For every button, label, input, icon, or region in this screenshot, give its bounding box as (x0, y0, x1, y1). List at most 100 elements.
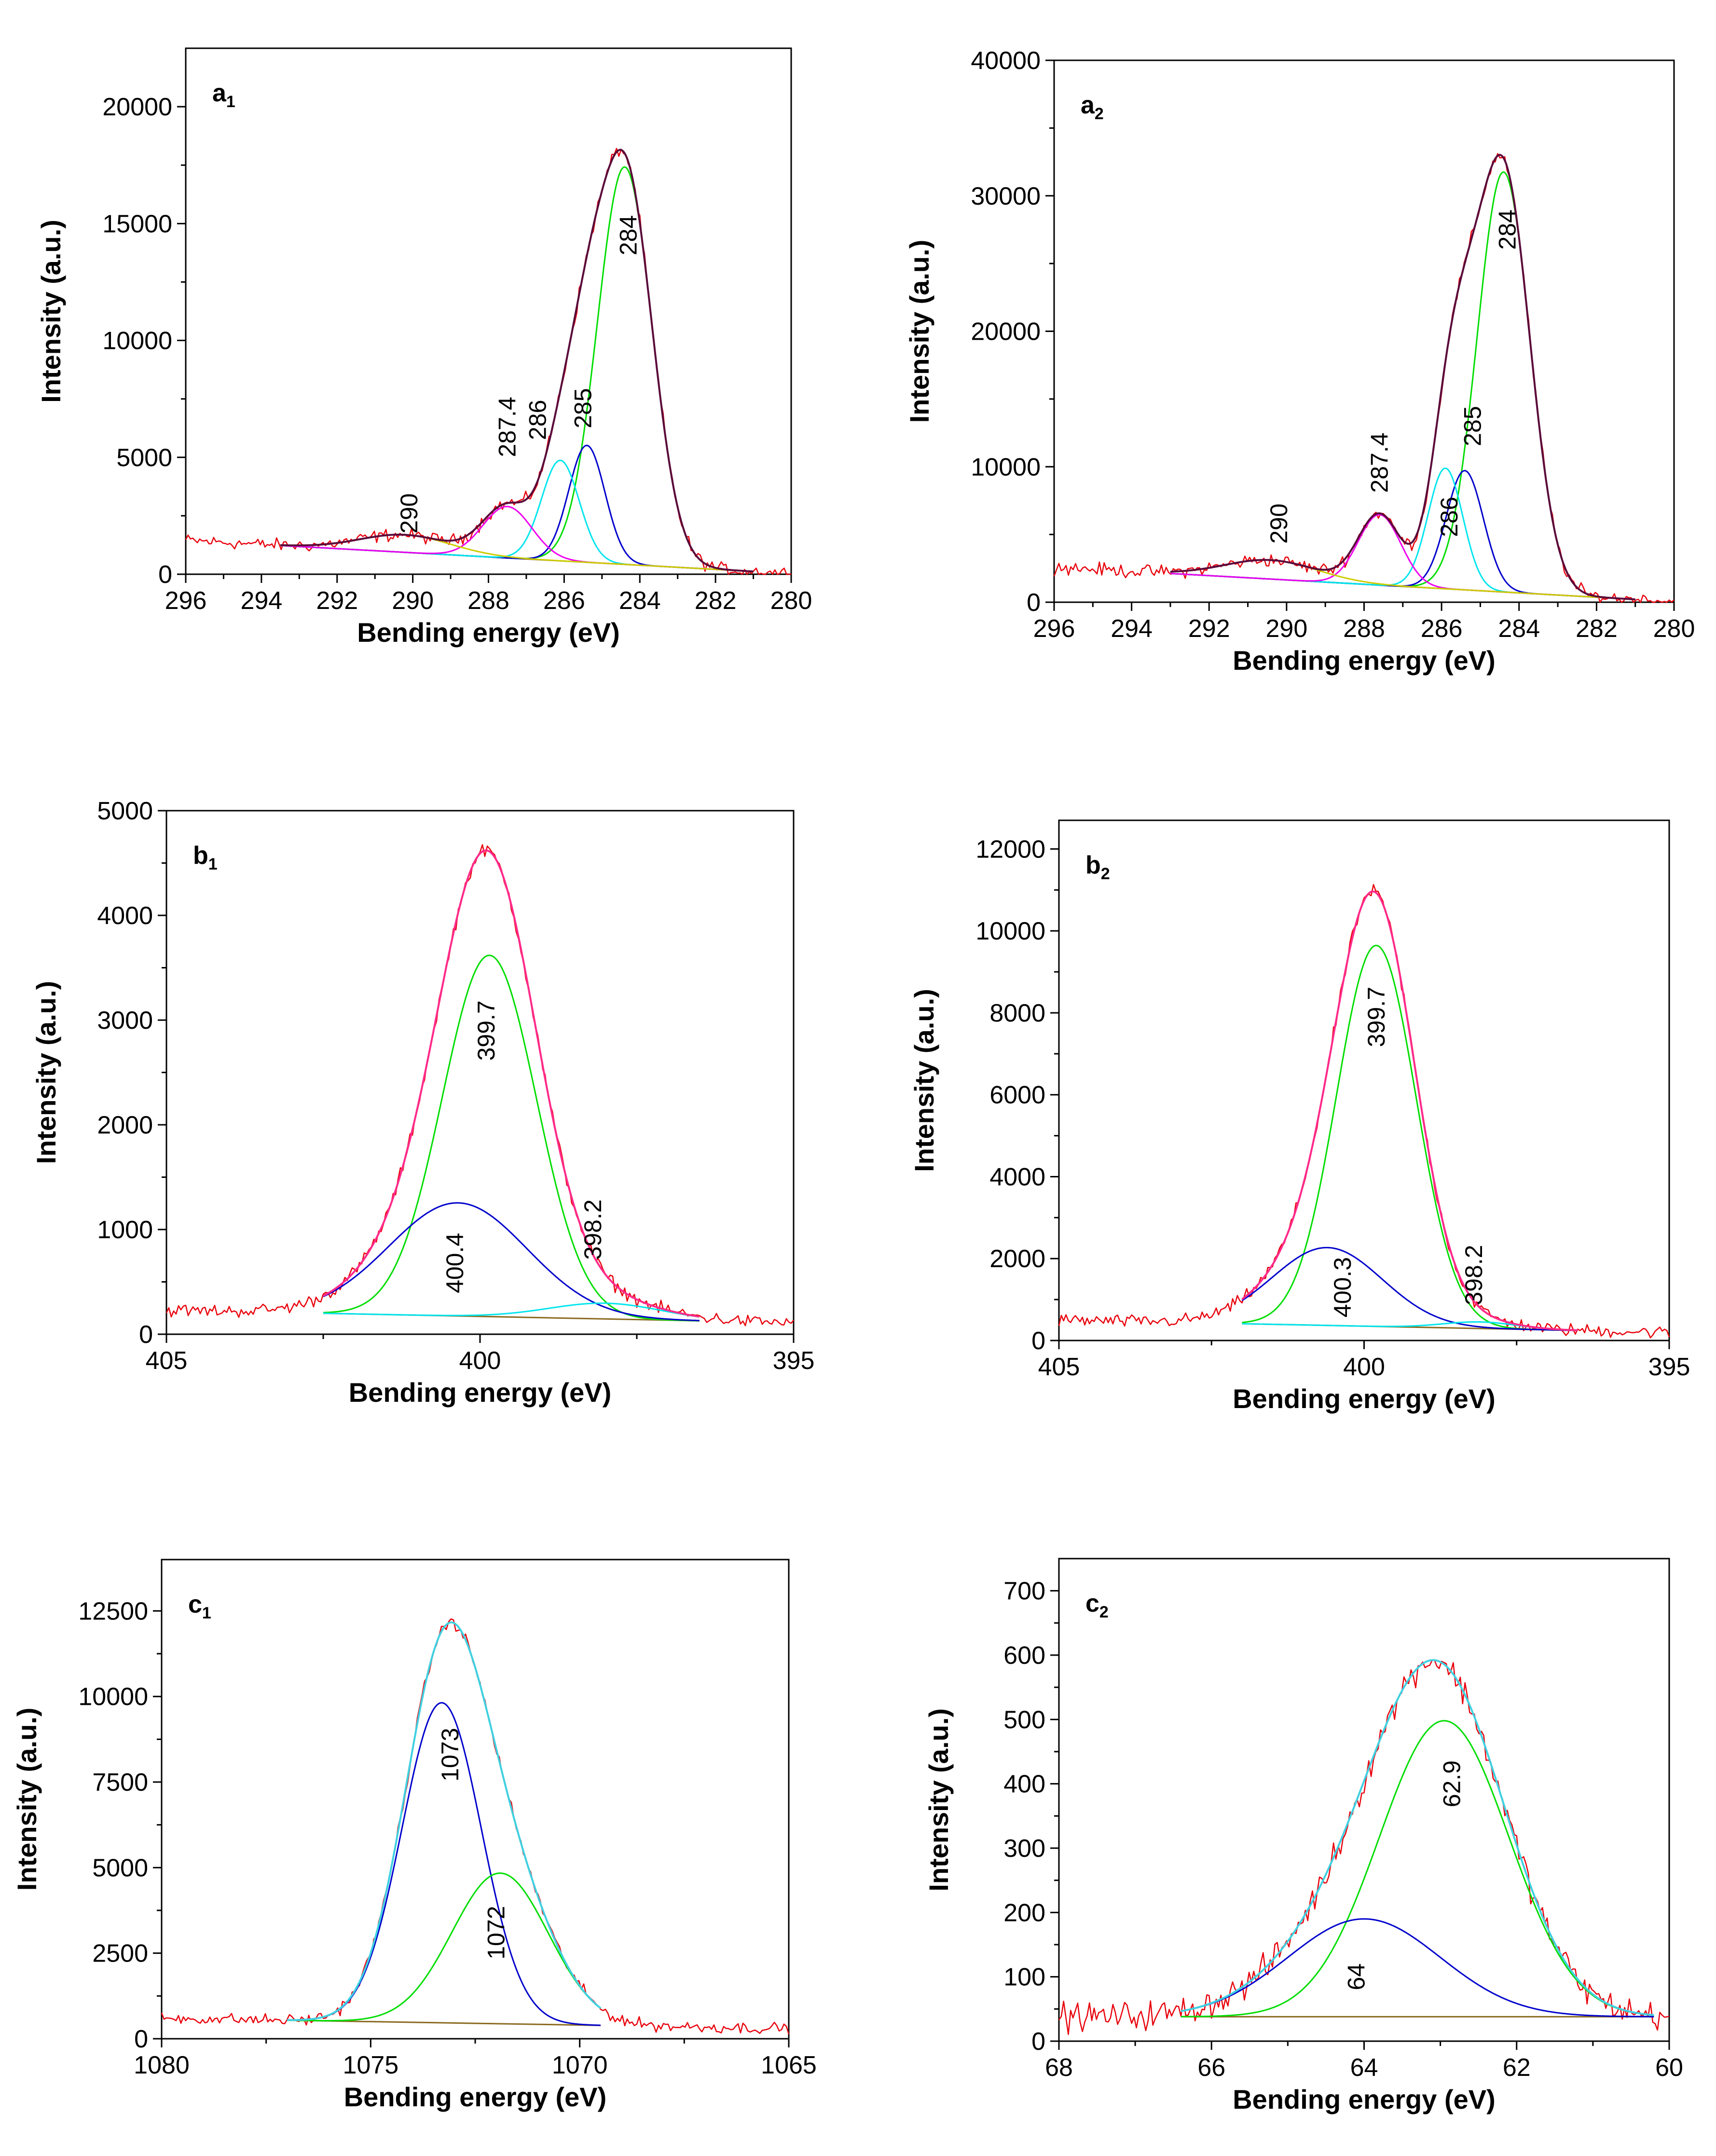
y-tick-label: 40000 (971, 47, 1041, 75)
plot-frame (1053, 59, 1675, 603)
component-peak-400-3-line (1241, 1247, 1578, 1331)
x-tick-label: 286 (1421, 615, 1463, 643)
raw-spectrum-line (161, 1618, 790, 2035)
x-tick-label: 290 (392, 587, 434, 615)
envelope-fit-line (323, 849, 700, 1318)
raw-spectrum-line (185, 148, 792, 575)
peak-label-398-2: 398.2 (1460, 1245, 1487, 1305)
y-tick-label: 6000 (989, 1081, 1045, 1109)
x-tick-label: 296 (165, 587, 207, 615)
panel-tag-index: 2 (1099, 1603, 1109, 1621)
y-tick-label: 5000 (116, 444, 172, 472)
raw-spectrum-line (1058, 1659, 1670, 2035)
x-tick-label: 400 (459, 1347, 501, 1375)
y-tick-label: 10000 (102, 327, 172, 355)
x-tick-label: 292 (1188, 615, 1230, 643)
component-peak-285-line (280, 444, 754, 572)
envelope-fit-line (287, 1621, 602, 2021)
peak-label-285: 285 (570, 388, 597, 428)
peak-label-284: 284 (615, 215, 642, 255)
peak-label-399-7: 399.7 (1363, 987, 1390, 1047)
peak-label-400-3: 400.3 (1329, 1257, 1356, 1317)
y-tick-label: 2000 (97, 1111, 153, 1139)
y-tick-label: 300 (1003, 1835, 1045, 1863)
x-tick-label: 1075 (343, 2051, 398, 2079)
raw-spectrum-line (165, 844, 794, 1327)
x-tick-label: 294 (240, 587, 282, 615)
y-tick-label: 0 (1031, 2028, 1045, 2056)
y-tick-label: 500 (1003, 1706, 1045, 1734)
x-tick-label: 282 (1576, 615, 1618, 643)
y-tick-label: 0 (139, 1321, 153, 1349)
envelope-fit-line (1241, 890, 1578, 1331)
peak-label-1072: 1072 (482, 1906, 509, 1960)
component-peak-399-7-line (1242, 944, 1578, 1331)
panel-tag-index: 2 (1101, 865, 1110, 883)
x-tick-label: 280 (770, 587, 812, 615)
x-axis-label: Bending energy (eV) (357, 617, 620, 648)
panel-a2-chart: 296 294 292 290 288 286 284 282 280 0 10000 20000 30… (904, 47, 1695, 676)
panel-tag-letter: c (188, 1590, 202, 1618)
y-axis-label: Intensity (a.u.) (904, 240, 934, 423)
panel-tag-letter: a (1081, 91, 1095, 119)
x-tick-label: 68 (1045, 2054, 1073, 2082)
x-tick-label: 1070 (552, 2051, 608, 2079)
panel-tag: a2 (1081, 91, 1104, 123)
panel-tag-letter: c (1085, 1589, 1099, 1617)
component-peak-62-9-line (1181, 1720, 1654, 2018)
component-peak-400-4-line (323, 1202, 700, 1322)
y-tick-label: 0 (158, 561, 172, 589)
component-peak-284-line (1170, 171, 1635, 600)
panel-tag: b2 (1085, 851, 1110, 883)
y-tick-label: 600 (1003, 1642, 1045, 1670)
panel-tag-letter: b (193, 842, 208, 870)
y-tick-label: 100 (1003, 1963, 1045, 1991)
panel-tag-index: 1 (202, 1604, 211, 1622)
plot-frame (185, 47, 792, 575)
panel-b1-chart: 405 400 395 0 1000 2000 3000 4000 5000 Bending en… (31, 797, 814, 1408)
x-tick-label: 1080 (134, 2051, 190, 2079)
panel-tag: b1 (193, 842, 218, 873)
y-tick-label: 0 (1027, 589, 1041, 617)
x-tick-label: 288 (1343, 615, 1385, 643)
x-tick-label: 294 (1111, 615, 1153, 643)
component-peak-1072-line (287, 1872, 601, 2022)
y-tick-label: 3000 (97, 1007, 153, 1035)
x-tick-label: 284 (619, 587, 661, 615)
raw-spectrum-line (1053, 153, 1675, 603)
x-axis-label: Bending energy (eV) (344, 2082, 607, 2112)
x-tick-label: 292 (316, 587, 358, 615)
x-axis-label: Bending energy (eV) (349, 1377, 612, 1408)
envelope-fit-line (280, 149, 754, 573)
x-tick-label: 405 (146, 1347, 188, 1375)
x-tick-label: 395 (1648, 1353, 1690, 1381)
y-tick-label: 10000 (78, 1683, 148, 1711)
peak-label-290: 290 (1265, 503, 1292, 543)
x-tick-label: 405 (1038, 1353, 1080, 1381)
y-tick-label: 200 (1003, 1899, 1045, 1927)
peak-label-400-4: 400.4 (441, 1233, 468, 1293)
peak-label-64: 64 (1343, 1963, 1370, 1990)
panel-a1-chart: 296 294 292 290 288 286 284 282 280 0 5000 10000 150… (36, 47, 812, 648)
x-tick-label: 64 (1350, 2054, 1378, 2082)
component-peak-398-2-line (323, 1302, 700, 1318)
y-tick-label: 10000 (975, 917, 1045, 945)
x-tick-label: 296 (1033, 615, 1075, 643)
panel-tag-index: 1 (208, 855, 218, 873)
x-tick-label: 66 (1197, 2054, 1225, 2082)
y-tick-label: 5000 (92, 1854, 148, 1882)
x-tick-label: 395 (773, 1347, 815, 1375)
x-axis-label: Bending energy (eV) (1233, 645, 1496, 676)
panel-c1-chart: 1080 1075 1070 1065 0 2500 5000 7500 10000 12500 B… (12, 1559, 817, 2112)
y-tick-label: 5000 (97, 797, 153, 825)
peak-label-285: 285 (1459, 406, 1486, 446)
x-tick-label: 60 (1655, 2054, 1683, 2082)
y-tick-label: 2000 (989, 1245, 1045, 1273)
y-axis-label: Intensity (a.u.) (12, 1708, 42, 1891)
peak-label-62-9: 62.9 (1438, 1760, 1465, 1807)
x-tick-label: 290 (1265, 615, 1307, 643)
y-tick-label: 0 (134, 2025, 148, 2053)
y-tick-label: 700 (1003, 1577, 1045, 1605)
y-tick-label: 10000 (971, 453, 1041, 481)
